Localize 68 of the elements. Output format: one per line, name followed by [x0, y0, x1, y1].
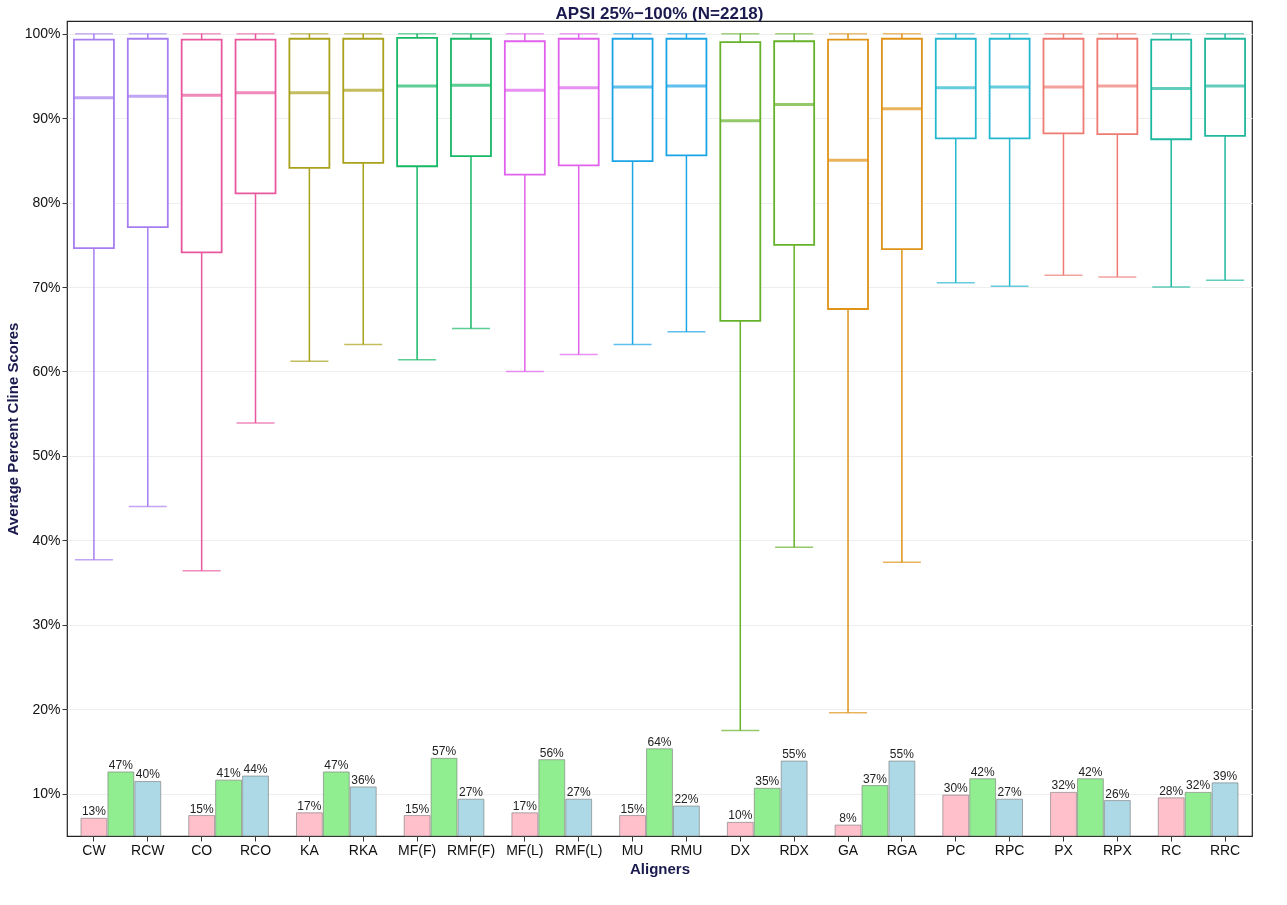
data-label: 15% — [405, 801, 430, 816]
x-tick-label: RRC — [1209, 841, 1241, 858]
data-label: 27% — [458, 785, 484, 800]
data-label: 28% — [1159, 783, 1184, 798]
data-label: 22% — [674, 792, 699, 807]
x-tick-label: KA — [300, 841, 320, 858]
x-axis-title: Aligners — [629, 859, 691, 877]
data-label: 57% — [432, 744, 457, 759]
data-label: 40% — [135, 767, 161, 782]
y-tick-label: 40% — [32, 531, 61, 548]
x-tick-label: RDX — [779, 841, 810, 858]
chart-title: APSI 25%−100% (N=2218) — [555, 4, 764, 23]
data-label: 17% — [512, 798, 538, 813]
data-label: 47% — [324, 757, 349, 772]
x-tick-label: MU — [621, 841, 644, 858]
x-tick-label: RPX — [1102, 841, 1133, 858]
x-tick-label: RMF(L) — [554, 841, 603, 858]
data-label: 39% — [1213, 768, 1238, 783]
y-tick-label: 30% — [32, 616, 61, 633]
x-tick-label: MF(F) — [398, 841, 437, 858]
data-label: 42% — [970, 764, 996, 779]
data-label: 32% — [1186, 778, 1211, 793]
data-label: 32% — [1051, 778, 1076, 793]
y-tick-label: 50% — [32, 447, 61, 464]
x-tick-label: PX — [1054, 841, 1074, 858]
x-tick-label: RCO — [239, 841, 272, 858]
data-label: 27% — [566, 785, 592, 800]
x-tick-label: RPC — [994, 841, 1025, 858]
data-label: 30% — [943, 781, 969, 796]
x-tick-label: PC — [946, 841, 966, 858]
x-tick-label: RKA — [348, 841, 379, 858]
x-tick-label: CO — [191, 841, 213, 858]
data-label: 64% — [647, 734, 672, 749]
x-tick-label: RCW — [131, 841, 166, 858]
data-label: 8% — [839, 811, 858, 826]
y-tick-label: 70% — [32, 278, 61, 295]
data-label: 13% — [81, 804, 107, 819]
x-tick-label: RMF(F) — [446, 841, 496, 858]
y-tick-label: 60% — [32, 362, 61, 379]
data-label: 15% — [189, 801, 214, 816]
data-label: 47% — [108, 757, 134, 772]
data-label: 55% — [889, 747, 915, 762]
x-tick-label: CW — [82, 841, 107, 858]
x-tick-label: DX — [730, 841, 751, 858]
data-label: 36% — [351, 772, 376, 787]
data-label: 27% — [997, 785, 1022, 800]
data-label: 15% — [620, 801, 645, 816]
y-tick-label: 80% — [32, 194, 61, 211]
data-label: 44% — [243, 762, 268, 777]
data-label: 26% — [1105, 786, 1130, 801]
data-label: 37% — [862, 771, 888, 786]
x-tick-label: RGA — [886, 841, 918, 858]
data-label: 41% — [216, 766, 241, 781]
y-tick-label: 90% — [32, 109, 61, 126]
data-label: 56% — [539, 745, 565, 760]
y-tick-label: 100% — [24, 25, 61, 42]
data-label: 10% — [728, 808, 753, 823]
data-label: 55% — [782, 747, 807, 762]
data-label: 42% — [1078, 764, 1103, 779]
y-tick-label: 10% — [32, 785, 61, 802]
y-tick-label: 20% — [32, 700, 61, 717]
data-label: 35% — [755, 774, 780, 789]
data-label: 17% — [297, 798, 322, 813]
y-axis-title: Average Percent Cline Scores — [3, 322, 21, 536]
x-tick-label: RMU — [670, 841, 703, 858]
x-tick-label: MF(L) — [506, 841, 544, 858]
x-tick-label: RC — [1161, 841, 1182, 858]
x-tick-label: GA — [837, 841, 859, 858]
